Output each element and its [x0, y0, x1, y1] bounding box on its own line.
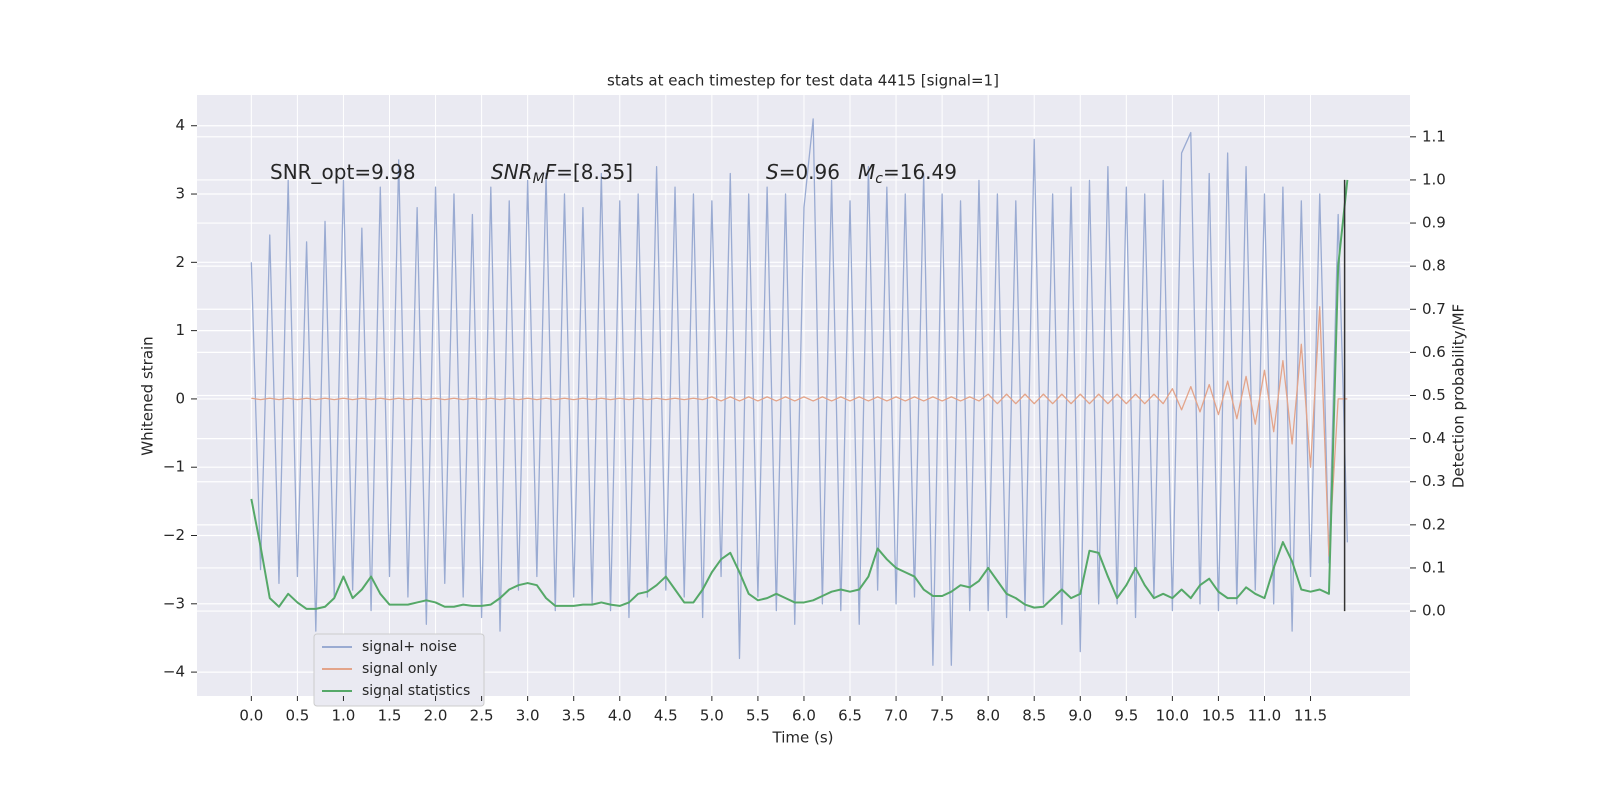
annotation-part: S	[766, 160, 779, 184]
x-tick-label: 5.5	[746, 707, 770, 725]
annotation-part: =[8.35]	[556, 160, 633, 184]
y2-tick-label: 0.7	[1422, 300, 1446, 318]
legend: signal+ noise signal only signal statistic…	[313, 633, 485, 707]
y-axis-label: Whitened strain	[139, 336, 157, 455]
annotation: Mc=16.49	[858, 160, 957, 188]
legend-label: signal+ noise	[362, 639, 457, 655]
series-line	[250, 179, 1349, 610]
series-line	[250, 118, 1349, 666]
y-tick-label: 1	[175, 321, 185, 339]
y2-tick-label: 0.2	[1422, 515, 1446, 533]
y-tick-label: −3	[163, 594, 185, 612]
y2-tick-label: 0.8	[1422, 257, 1446, 275]
annotation-part: =16.49	[883, 160, 957, 184]
x-tick-label: 11.0	[1248, 707, 1281, 725]
y-tick-label: −4	[163, 663, 185, 681]
x-tick-label: 9.0	[1068, 707, 1092, 725]
annotation-part: SNR	[491, 160, 533, 184]
y-tick-label: 0	[175, 389, 185, 407]
annotation-part: SNR_opt=9.98	[270, 160, 416, 184]
y2-tick-label: 0.6	[1422, 343, 1446, 361]
x-tick-label: 0.0	[239, 707, 263, 725]
x-tick-label: 7.5	[930, 707, 954, 725]
chart-title: stats at each timestep for test data 441…	[607, 72, 999, 90]
legend-label: signal statistics	[362, 683, 470, 699]
y-tick-label: 2	[175, 253, 185, 271]
marks	[250, 118, 1349, 666]
x-tick-label: 1.5	[378, 707, 402, 725]
x-tick-label: 3.5	[562, 707, 586, 725]
x-tick-label: 8.5	[1022, 707, 1046, 725]
x-tick-label: 1.0	[332, 707, 356, 725]
y2-tick-label: 0.0	[1422, 602, 1446, 620]
y2-tick-label: 0.1	[1422, 558, 1446, 576]
x-tick-label: 11.5	[1294, 707, 1327, 725]
x-tick-label: 4.5	[654, 707, 678, 725]
x-tick-label: 2.0	[424, 707, 448, 725]
y2-tick-label: 1.0	[1422, 170, 1446, 188]
x-tick-label: 7.0	[884, 707, 908, 725]
x-tick-label: 3.0	[516, 707, 540, 725]
x-tick-label: 9.5	[1114, 707, 1138, 725]
x-tick-label: 5.0	[700, 707, 724, 725]
y2-tick-label: 1.1	[1422, 127, 1446, 145]
y2-tick-label: 0.4	[1422, 429, 1446, 447]
y2-tick-label: 0.3	[1422, 472, 1446, 490]
annotation: SNR_opt=9.98	[270, 160, 416, 184]
x-tick-label: 8.0	[976, 707, 1000, 725]
y-tick-label: 3	[175, 185, 185, 203]
y-tick-label: 4	[175, 116, 185, 134]
x-tick-label: 4.0	[608, 707, 632, 725]
annotation-part: =0.96	[779, 160, 840, 184]
annotation-part: M	[533, 171, 545, 187]
legend-box	[313, 633, 485, 707]
x-tick-label: 10.0	[1156, 707, 1189, 725]
annotation: S=0.96	[766, 160, 840, 184]
annotation: SNRMF=[8.35]	[491, 160, 633, 188]
y2-axis-label: Detection probability/MF	[1450, 304, 1468, 488]
y2-tick-label: 0.5	[1422, 386, 1446, 404]
x-tick-label: 6.0	[792, 707, 816, 725]
x-tick-label: 2.5	[470, 707, 494, 725]
y2-tick-label: 0.9	[1422, 214, 1446, 232]
y-tick-label: −1	[163, 458, 185, 476]
series-line	[251, 306, 1348, 557]
x-axis-label: Time (s)	[772, 729, 834, 747]
annotation-part: c	[875, 171, 883, 187]
y-tick-label: −2	[163, 526, 185, 544]
x-tick-label: 0.5	[285, 707, 309, 725]
annotation-part: F	[545, 160, 557, 184]
annotation-part: M	[858, 160, 875, 184]
legend-label: signal only	[362, 661, 437, 677]
x-tick-label: 10.5	[1202, 707, 1235, 725]
x-tick-label: 6.5	[838, 707, 862, 725]
